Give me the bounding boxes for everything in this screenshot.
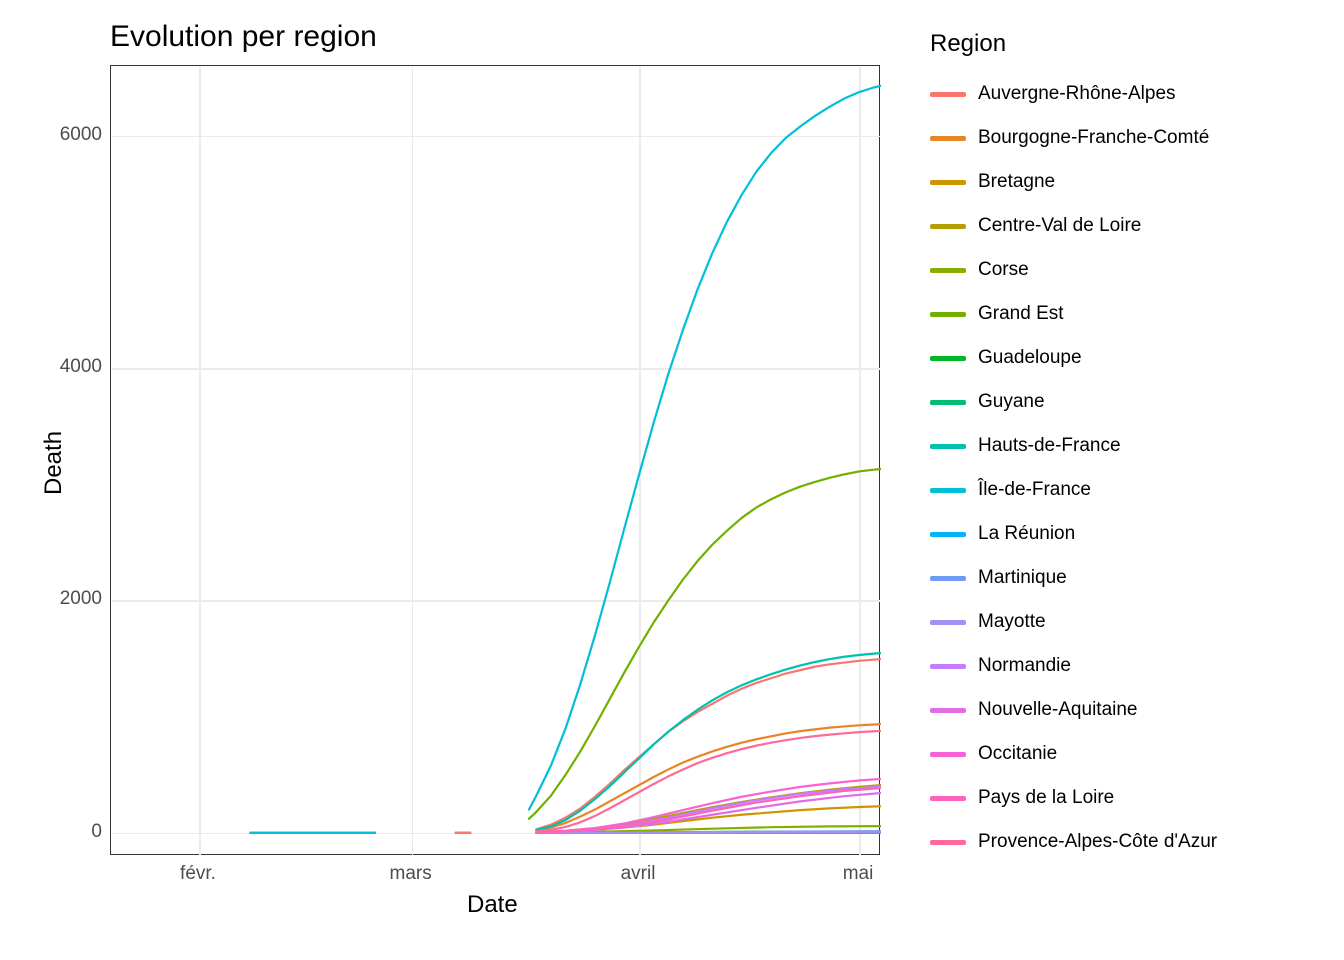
legend-item: Normandie [930, 644, 1217, 688]
x-axis-title: Date [467, 891, 518, 919]
legend-swatch [930, 708, 966, 713]
legend-swatch [930, 136, 966, 141]
legend-item: Centre-Val de Loire [930, 204, 1217, 248]
legend-swatch [930, 400, 966, 405]
legend-label: Hauts-de-France [978, 435, 1121, 457]
legend-label: Guyane [978, 391, 1045, 413]
legend-label: Martinique [978, 567, 1067, 589]
legend-swatch [930, 532, 966, 537]
x-tick-label: févr. [168, 863, 228, 885]
legend-label: Provence-Alpes-Côte d'Azur [978, 831, 1217, 853]
x-tick-label: avril [608, 863, 668, 885]
legend-swatch [930, 488, 966, 493]
legend-item: Nouvelle-Aquitaine [930, 688, 1217, 732]
legend-label: Île-de-France [978, 479, 1091, 501]
legend-swatch [930, 312, 966, 317]
legend-item: Guyane [930, 380, 1217, 424]
x-tick-label: mars [381, 863, 441, 885]
legend-label: La Réunion [978, 523, 1075, 545]
legend-label: Normandie [978, 655, 1071, 677]
legend-label: Nouvelle-Aquitaine [978, 699, 1138, 721]
legend-items: Auvergne-Rhône-Alpes Bourgogne-Franche-Co… [930, 72, 1217, 864]
legend-label: Grand Est [978, 303, 1064, 325]
legend-item: Mayotte [930, 600, 1217, 644]
legend-label: Mayotte [978, 611, 1046, 633]
y-axis-title: Death [40, 431, 68, 495]
legend-swatch [930, 356, 966, 361]
x-tick-label: mai [828, 863, 888, 885]
legend: Region Auvergne-Rhône-Alpes Bourgogne-Fra… [930, 30, 1217, 864]
legend-swatch [930, 92, 966, 97]
legend-item: Guadeloupe [930, 336, 1217, 380]
legend-swatch [930, 840, 966, 845]
legend-title: Region [930, 30, 1217, 58]
legend-item: Occitanie [930, 732, 1217, 776]
legend-item: Corse [930, 248, 1217, 292]
legend-label: Occitanie [978, 743, 1057, 765]
legend-swatch [930, 796, 966, 801]
legend-item: Grand Est [930, 292, 1217, 336]
chart-container: Evolution per region Death Date Region A… [0, 0, 1344, 960]
legend-swatch [930, 664, 966, 669]
legend-swatch [930, 752, 966, 757]
legend-item: Provence-Alpes-Côte d'Azur [930, 820, 1217, 864]
legend-item: Île-de-France [930, 468, 1217, 512]
legend-swatch [930, 224, 966, 229]
legend-swatch [930, 268, 966, 273]
chart-title: Evolution per region [110, 20, 377, 54]
legend-swatch [930, 444, 966, 449]
legend-item: Auvergne-Rhône-Alpes [930, 72, 1217, 116]
chart-lines-svg [111, 66, 881, 856]
legend-label: Corse [978, 259, 1029, 281]
legend-swatch [930, 620, 966, 625]
legend-label: Bretagne [978, 171, 1055, 193]
legend-label: Guadeloupe [978, 347, 1082, 369]
y-tick-label: 2000 [60, 588, 102, 610]
series-line [529, 82, 903, 810]
plot-area [110, 65, 880, 855]
y-tick-label: 4000 [60, 356, 102, 378]
legend-item: Martinique [930, 556, 1217, 600]
legend-item: La Réunion [930, 512, 1217, 556]
legend-item: Pays de la Loire [930, 776, 1217, 820]
legend-label: Auvergne-Rhône-Alpes [978, 83, 1176, 105]
legend-swatch [930, 180, 966, 185]
legend-item: Hauts-de-France [930, 424, 1217, 468]
series-line [536, 658, 903, 829]
series-line [536, 832, 903, 833]
legend-label: Bourgogne-Franche-Comté [978, 127, 1209, 149]
series-line [536, 652, 903, 830]
legend-item: Bourgogne-Franche-Comté [930, 116, 1217, 160]
y-tick-label: 0 [91, 821, 102, 843]
legend-label: Centre-Val de Loire [978, 215, 1141, 237]
y-tick-label: 6000 [60, 124, 102, 146]
legend-item: Bretagne [930, 160, 1217, 204]
series-line [529, 467, 903, 819]
legend-swatch [930, 576, 966, 581]
legend-label: Pays de la Loire [978, 787, 1114, 809]
